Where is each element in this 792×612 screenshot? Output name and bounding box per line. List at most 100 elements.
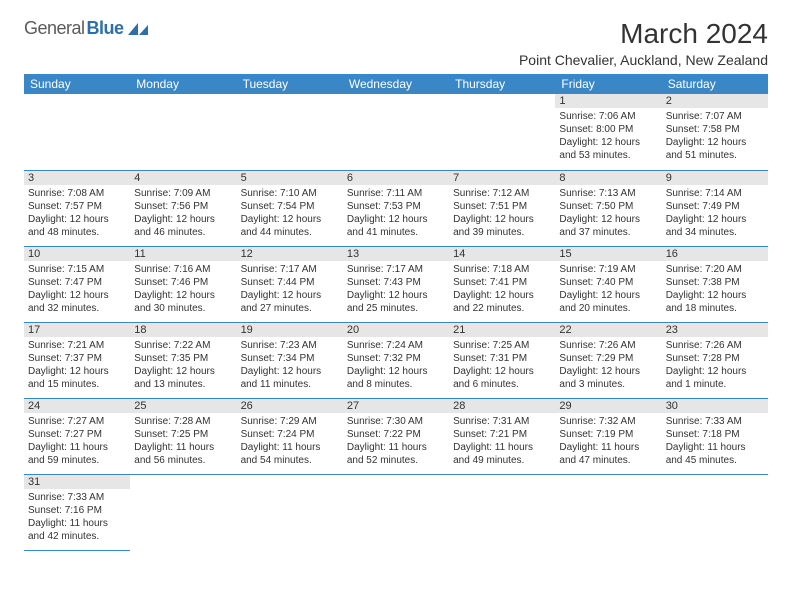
calendar-cell	[343, 94, 449, 170]
weekday-header: Tuesday	[237, 74, 343, 94]
day-number: 14	[449, 247, 555, 261]
day-number: 6	[343, 171, 449, 185]
day-details: Sunrise: 7:16 AMSunset: 7:46 PMDaylight:…	[130, 261, 236, 319]
sail-icon	[128, 21, 150, 37]
day-details: Sunrise: 7:33 AMSunset: 7:18 PMDaylight:…	[662, 413, 768, 471]
calendar-cell: 21Sunrise: 7:25 AMSunset: 7:31 PMDayligh…	[449, 322, 555, 398]
day-details: Sunrise: 7:23 AMSunset: 7:34 PMDaylight:…	[237, 337, 343, 395]
day-number: 9	[662, 171, 768, 185]
day-details: Sunrise: 7:11 AMSunset: 7:53 PMDaylight:…	[343, 185, 449, 243]
calendar-cell: 18Sunrise: 7:22 AMSunset: 7:35 PMDayligh…	[130, 322, 236, 398]
weekday-header: Saturday	[662, 74, 768, 94]
calendar-cell	[343, 474, 449, 550]
weekday-header: Thursday	[449, 74, 555, 94]
calendar-cell	[130, 474, 236, 550]
day-number: 23	[662, 323, 768, 337]
weekday-header: Wednesday	[343, 74, 449, 94]
day-details: Sunrise: 7:25 AMSunset: 7:31 PMDaylight:…	[449, 337, 555, 395]
calendar-cell	[662, 474, 768, 550]
day-details: Sunrise: 7:13 AMSunset: 7:50 PMDaylight:…	[555, 185, 661, 243]
day-details: Sunrise: 7:26 AMSunset: 7:29 PMDaylight:…	[555, 337, 661, 395]
calendar-cell: 10Sunrise: 7:15 AMSunset: 7:47 PMDayligh…	[24, 246, 130, 322]
calendar-cell: 24Sunrise: 7:27 AMSunset: 7:27 PMDayligh…	[24, 398, 130, 474]
day-number: 13	[343, 247, 449, 261]
month-title: March 2024	[519, 18, 768, 50]
calendar-cell: 23Sunrise: 7:26 AMSunset: 7:28 PMDayligh…	[662, 322, 768, 398]
calendar-cell	[24, 94, 130, 170]
calendar-cell	[449, 474, 555, 550]
day-number: 12	[237, 247, 343, 261]
calendar-cell: 16Sunrise: 7:20 AMSunset: 7:38 PMDayligh…	[662, 246, 768, 322]
day-details: Sunrise: 7:30 AMSunset: 7:22 PMDaylight:…	[343, 413, 449, 471]
calendar-cell: 11Sunrise: 7:16 AMSunset: 7:46 PMDayligh…	[130, 246, 236, 322]
calendar-cell: 14Sunrise: 7:18 AMSunset: 7:41 PMDayligh…	[449, 246, 555, 322]
calendar-cell: 2Sunrise: 7:07 AMSunset: 7:58 PMDaylight…	[662, 94, 768, 170]
calendar-cell: 15Sunrise: 7:19 AMSunset: 7:40 PMDayligh…	[555, 246, 661, 322]
day-number: 28	[449, 399, 555, 413]
calendar-cell: 26Sunrise: 7:29 AMSunset: 7:24 PMDayligh…	[237, 398, 343, 474]
day-number: 30	[662, 399, 768, 413]
day-number: 17	[24, 323, 130, 337]
day-details: Sunrise: 7:31 AMSunset: 7:21 PMDaylight:…	[449, 413, 555, 471]
day-number: 8	[555, 171, 661, 185]
day-number: 16	[662, 247, 768, 261]
day-details: Sunrise: 7:15 AMSunset: 7:47 PMDaylight:…	[24, 261, 130, 319]
day-details: Sunrise: 7:28 AMSunset: 7:25 PMDaylight:…	[130, 413, 236, 471]
day-details: Sunrise: 7:17 AMSunset: 7:43 PMDaylight:…	[343, 261, 449, 319]
calendar-cell	[555, 474, 661, 550]
calendar-cell: 25Sunrise: 7:28 AMSunset: 7:25 PMDayligh…	[130, 398, 236, 474]
weekday-header: Monday	[130, 74, 236, 94]
day-number: 7	[449, 171, 555, 185]
day-number: 11	[130, 247, 236, 261]
day-details: Sunrise: 7:26 AMSunset: 7:28 PMDaylight:…	[662, 337, 768, 395]
day-details: Sunrise: 7:14 AMSunset: 7:49 PMDaylight:…	[662, 185, 768, 243]
calendar-cell: 6Sunrise: 7:11 AMSunset: 7:53 PMDaylight…	[343, 170, 449, 246]
day-details: Sunrise: 7:27 AMSunset: 7:27 PMDaylight:…	[24, 413, 130, 471]
calendar-head: SundayMondayTuesdayWednesdayThursdayFrid…	[24, 74, 768, 94]
day-number: 15	[555, 247, 661, 261]
day-number: 5	[237, 171, 343, 185]
brand-logo: General Blue	[24, 18, 150, 39]
header: General Blue March 2024 Point Chevalier,…	[24, 18, 768, 68]
calendar-cell: 5Sunrise: 7:10 AMSunset: 7:54 PMDaylight…	[237, 170, 343, 246]
day-details: Sunrise: 7:20 AMSunset: 7:38 PMDaylight:…	[662, 261, 768, 319]
weekday-header: Sunday	[24, 74, 130, 94]
day-details: Sunrise: 7:33 AMSunset: 7:16 PMDaylight:…	[24, 489, 130, 547]
calendar-table: SundayMondayTuesdayWednesdayThursdayFrid…	[24, 74, 768, 551]
day-number: 1	[555, 94, 661, 108]
day-details: Sunrise: 7:17 AMSunset: 7:44 PMDaylight:…	[237, 261, 343, 319]
calendar-cell: 12Sunrise: 7:17 AMSunset: 7:44 PMDayligh…	[237, 246, 343, 322]
calendar-cell: 4Sunrise: 7:09 AMSunset: 7:56 PMDaylight…	[130, 170, 236, 246]
calendar-body: 1Sunrise: 7:06 AMSunset: 8:00 PMDaylight…	[24, 94, 768, 550]
day-number: 21	[449, 323, 555, 337]
calendar-cell: 29Sunrise: 7:32 AMSunset: 7:19 PMDayligh…	[555, 398, 661, 474]
calendar-cell: 30Sunrise: 7:33 AMSunset: 7:18 PMDayligh…	[662, 398, 768, 474]
title-block: March 2024 Point Chevalier, Auckland, Ne…	[519, 18, 768, 68]
brand-part1: General	[24, 18, 85, 39]
weekday-header: Friday	[555, 74, 661, 94]
day-number: 20	[343, 323, 449, 337]
day-details: Sunrise: 7:19 AMSunset: 7:40 PMDaylight:…	[555, 261, 661, 319]
day-details: Sunrise: 7:08 AMSunset: 7:57 PMDaylight:…	[24, 185, 130, 243]
day-number: 29	[555, 399, 661, 413]
calendar-cell: 3Sunrise: 7:08 AMSunset: 7:57 PMDaylight…	[24, 170, 130, 246]
calendar-cell	[237, 94, 343, 170]
day-number: 22	[555, 323, 661, 337]
calendar-cell: 31Sunrise: 7:33 AMSunset: 7:16 PMDayligh…	[24, 474, 130, 550]
calendar-cell: 19Sunrise: 7:23 AMSunset: 7:34 PMDayligh…	[237, 322, 343, 398]
day-details: Sunrise: 7:22 AMSunset: 7:35 PMDaylight:…	[130, 337, 236, 395]
day-details: Sunrise: 7:07 AMSunset: 7:58 PMDaylight:…	[662, 108, 768, 166]
brand-part2: Blue	[87, 18, 124, 39]
day-number: 2	[662, 94, 768, 108]
day-number: 26	[237, 399, 343, 413]
day-details: Sunrise: 7:18 AMSunset: 7:41 PMDaylight:…	[449, 261, 555, 319]
calendar-cell: 7Sunrise: 7:12 AMSunset: 7:51 PMDaylight…	[449, 170, 555, 246]
day-details: Sunrise: 7:12 AMSunset: 7:51 PMDaylight:…	[449, 185, 555, 243]
day-details: Sunrise: 7:24 AMSunset: 7:32 PMDaylight:…	[343, 337, 449, 395]
day-number: 3	[24, 171, 130, 185]
calendar-cell: 28Sunrise: 7:31 AMSunset: 7:21 PMDayligh…	[449, 398, 555, 474]
calendar-cell: 22Sunrise: 7:26 AMSunset: 7:29 PMDayligh…	[555, 322, 661, 398]
calendar-cell: 13Sunrise: 7:17 AMSunset: 7:43 PMDayligh…	[343, 246, 449, 322]
day-details: Sunrise: 7:32 AMSunset: 7:19 PMDaylight:…	[555, 413, 661, 471]
calendar-cell: 8Sunrise: 7:13 AMSunset: 7:50 PMDaylight…	[555, 170, 661, 246]
